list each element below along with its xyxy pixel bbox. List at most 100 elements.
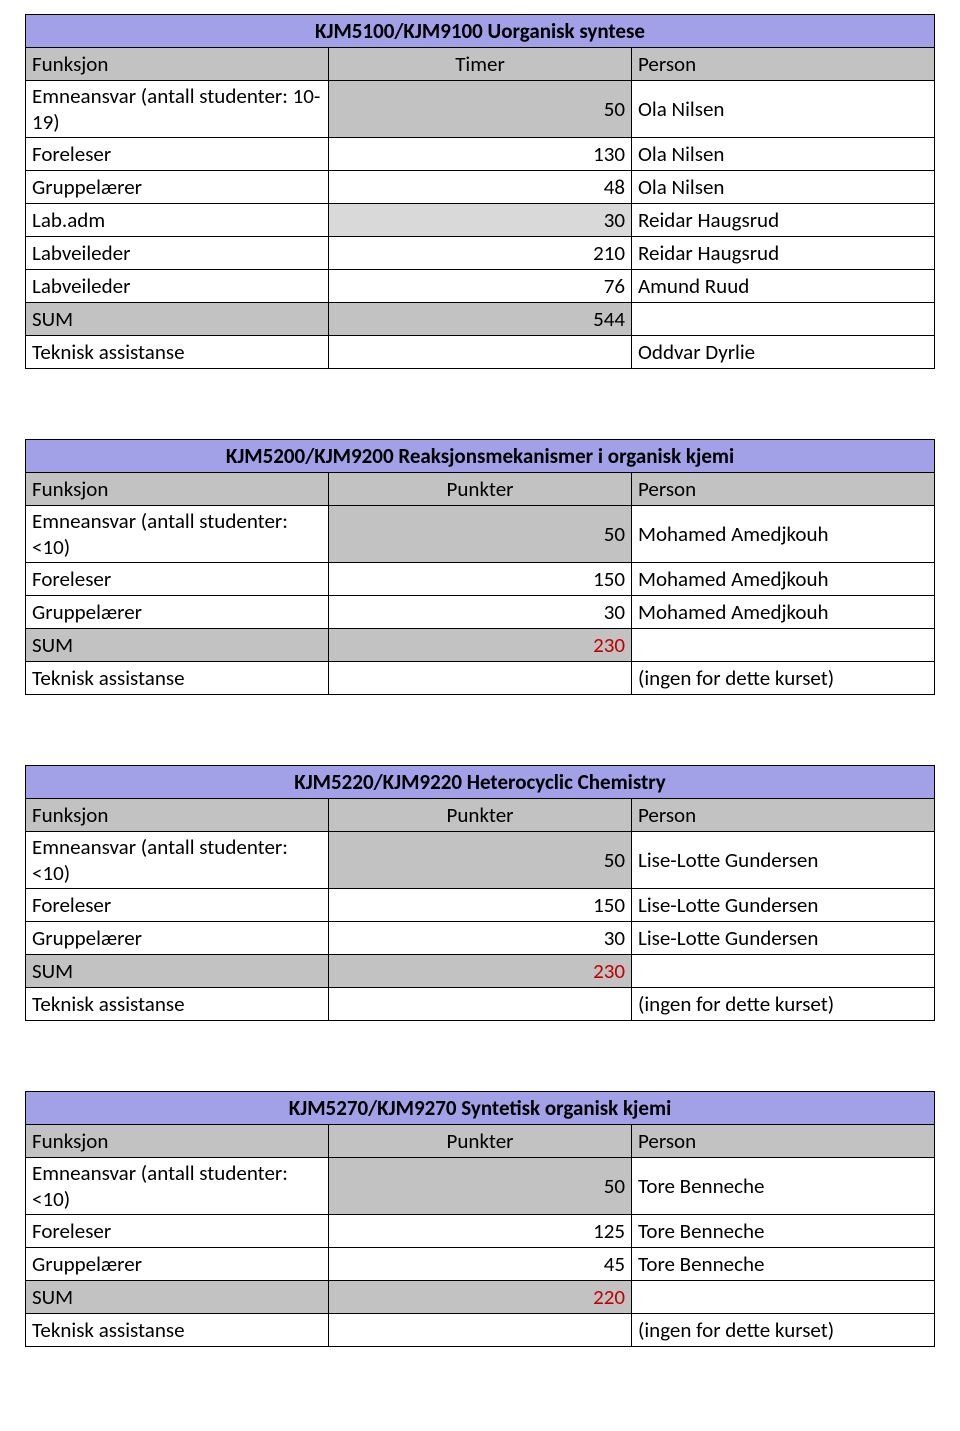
cell-num: 76 xyxy=(329,270,632,303)
sum-label: SUM xyxy=(26,955,329,988)
cell-funksjon: Foreleser xyxy=(26,889,329,922)
teknisk-blank xyxy=(329,662,632,695)
table-row: Gruppelærer48Ola Nilsen xyxy=(26,171,935,204)
sum-label: SUM xyxy=(26,1281,329,1314)
header-funksjon: Funksjon xyxy=(26,473,329,506)
sum-blank xyxy=(632,629,935,662)
cell-num: 130 xyxy=(329,138,632,171)
cell-num: 50 xyxy=(329,1158,632,1215)
cell-funksjon: Gruppelærer xyxy=(26,1248,329,1281)
table-row: Labveileder210Reidar Haugsrud xyxy=(26,237,935,270)
tables-container: KJM5100/KJM9100 Uorganisk synteseFunksjo… xyxy=(25,14,935,1347)
teknisk-person: (ingen for dette kurset) xyxy=(632,1314,935,1347)
cell-person: Lise-Lotte Gundersen xyxy=(632,889,935,922)
teknisk-label: Teknisk assistanse xyxy=(26,662,329,695)
cell-num: 150 xyxy=(329,563,632,596)
cell-person: Mohamed Amedjkouh xyxy=(632,596,935,629)
sum-value: 544 xyxy=(329,303,632,336)
cell-funksjon: Lab.adm xyxy=(26,204,329,237)
header-num: Punkter xyxy=(329,799,632,832)
cell-funksjon: Gruppelærer xyxy=(26,596,329,629)
course-title: KJM5270/KJM9270 Syntetisk organisk kjemi xyxy=(26,1092,935,1125)
sum-blank xyxy=(632,303,935,336)
cell-num: 30 xyxy=(329,204,632,237)
teknisk-label: Teknisk assistanse xyxy=(26,1314,329,1347)
cell-num: 150 xyxy=(329,889,632,922)
cell-person: Mohamed Amedjkouh xyxy=(632,563,935,596)
cell-num: 48 xyxy=(329,171,632,204)
course-table: KJM5200/KJM9200 Reaksjonsmekanismer i or… xyxy=(25,439,935,695)
header-person: Person xyxy=(632,48,935,81)
cell-funksjon: Foreleser xyxy=(26,563,329,596)
cell-person: Ola Nilsen xyxy=(632,138,935,171)
header-num: Timer xyxy=(329,48,632,81)
cell-num: 50 xyxy=(329,832,632,889)
header-person: Person xyxy=(632,473,935,506)
course-table: KJM5220/KJM9220 Heterocyclic ChemistryFu… xyxy=(25,765,935,1021)
table-row: Foreleser130Ola Nilsen xyxy=(26,138,935,171)
sum-blank xyxy=(632,955,935,988)
table-row: Gruppelærer30Mohamed Amedjkouh xyxy=(26,596,935,629)
teknisk-label: Teknisk assistanse xyxy=(26,336,329,369)
cell-person: Tore Benneche xyxy=(632,1158,935,1215)
cell-funksjon: Foreleser xyxy=(26,138,329,171)
course-table: KJM5100/KJM9100 Uorganisk synteseFunksjo… xyxy=(25,14,935,369)
cell-funksjon: Emneansvar (antall studenter: 10-19) xyxy=(26,81,329,138)
cell-num: 45 xyxy=(329,1248,632,1281)
cell-person: Lise-Lotte Gundersen xyxy=(632,922,935,955)
table-row: Gruppelærer30Lise-Lotte Gundersen xyxy=(26,922,935,955)
sum-label: SUM xyxy=(26,629,329,662)
teknisk-blank xyxy=(329,988,632,1021)
cell-person: Lise-Lotte Gundersen xyxy=(632,832,935,889)
header-funksjon: Funksjon xyxy=(26,1125,329,1158)
teknisk-person: (ingen for dette kurset) xyxy=(632,988,935,1021)
teknisk-person: Oddvar Dyrlie xyxy=(632,336,935,369)
teknisk-blank xyxy=(329,336,632,369)
sum-value: 220 xyxy=(329,1281,632,1314)
cell-person: Mohamed Amedjkouh xyxy=(632,506,935,563)
table-row: Emneansvar (antall studenter: 10-19)50Ol… xyxy=(26,81,935,138)
cell-person: Ola Nilsen xyxy=(632,171,935,204)
table-row: Foreleser125Tore Benneche xyxy=(26,1215,935,1248)
cell-funksjon: Emneansvar (antall studenter: <10) xyxy=(26,506,329,563)
header-num: Punkter xyxy=(329,473,632,506)
sum-label: SUM xyxy=(26,303,329,336)
sum-value: 230 xyxy=(329,955,632,988)
cell-num: 50 xyxy=(329,506,632,563)
table-row: Emneansvar (antall studenter: <10)50Moha… xyxy=(26,506,935,563)
table-row: Labveileder76Amund Ruud xyxy=(26,270,935,303)
table-row: Foreleser150Lise-Lotte Gundersen xyxy=(26,889,935,922)
cell-funksjon: Emneansvar (antall studenter: <10) xyxy=(26,1158,329,1215)
cell-funksjon: Gruppelærer xyxy=(26,171,329,204)
cell-person: Ola Nilsen xyxy=(632,81,935,138)
cell-funksjon: Labveileder xyxy=(26,237,329,270)
cell-num: 30 xyxy=(329,922,632,955)
cell-person: Tore Benneche xyxy=(632,1215,935,1248)
course-title: KJM5220/KJM9220 Heterocyclic Chemistry xyxy=(26,766,935,799)
course-title: KJM5100/KJM9100 Uorganisk syntese xyxy=(26,15,935,48)
table-row: Gruppelærer45Tore Benneche xyxy=(26,1248,935,1281)
cell-num: 210 xyxy=(329,237,632,270)
cell-num: 50 xyxy=(329,81,632,138)
table-row: Lab.adm30Reidar Haugsrud xyxy=(26,204,935,237)
course-table: KJM5270/KJM9270 Syntetisk organisk kjemi… xyxy=(25,1091,935,1347)
sum-value: 230 xyxy=(329,629,632,662)
cell-funksjon: Labveileder xyxy=(26,270,329,303)
header-num: Punkter xyxy=(329,1125,632,1158)
teknisk-blank xyxy=(329,1314,632,1347)
course-title: KJM5200/KJM9200 Reaksjonsmekanismer i or… xyxy=(26,440,935,473)
header-person: Person xyxy=(632,799,935,832)
teknisk-person: (ingen for dette kurset) xyxy=(632,662,935,695)
cell-person: Reidar Haugsrud xyxy=(632,237,935,270)
sum-blank xyxy=(632,1281,935,1314)
cell-num: 125 xyxy=(329,1215,632,1248)
header-person: Person xyxy=(632,1125,935,1158)
cell-person: Amund Ruud xyxy=(632,270,935,303)
table-row: Foreleser150Mohamed Amedjkouh xyxy=(26,563,935,596)
cell-person: Reidar Haugsrud xyxy=(632,204,935,237)
cell-num: 30 xyxy=(329,596,632,629)
cell-funksjon: Foreleser xyxy=(26,1215,329,1248)
cell-person: Tore Benneche xyxy=(632,1248,935,1281)
header-funksjon: Funksjon xyxy=(26,48,329,81)
cell-funksjon: Emneansvar (antall studenter: <10) xyxy=(26,832,329,889)
